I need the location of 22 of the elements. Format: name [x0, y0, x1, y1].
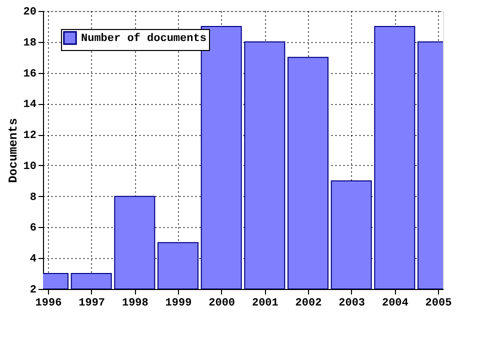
x-tick-label: 1996	[35, 298, 62, 310]
x-tick-label: 2001	[252, 298, 279, 310]
x-tick-label: 2002	[295, 298, 322, 310]
y-tick-label: 18	[23, 37, 37, 50]
y-tick-label: 8	[30, 192, 37, 204]
x-tick-label: 2004	[382, 298, 409, 310]
y-tick-label: 2	[30, 284, 36, 296]
y-tick-label: 14	[23, 99, 37, 112]
y-tick-label: 16	[23, 68, 36, 80]
x-tick-label: 1997	[78, 298, 106, 310]
legend-label: Number of documents	[81, 32, 206, 45]
y-axis-title: Documents	[6, 118, 20, 183]
x-tick-label: 1999	[165, 298, 192, 310]
x-tick-label: 2000	[208, 298, 236, 310]
y-tick-label: 4	[30, 254, 37, 266]
x-tick-label: 2005	[425, 298, 452, 310]
x-tick-label: 2003	[338, 298, 366, 310]
y-tick-label: 10	[23, 160, 36, 173]
y-tick-label: 20	[23, 6, 36, 18]
y-tick-label: 6	[30, 222, 36, 235]
y-tick-label: 12	[23, 130, 36, 142]
x-tick-label: 1998	[122, 298, 149, 310]
